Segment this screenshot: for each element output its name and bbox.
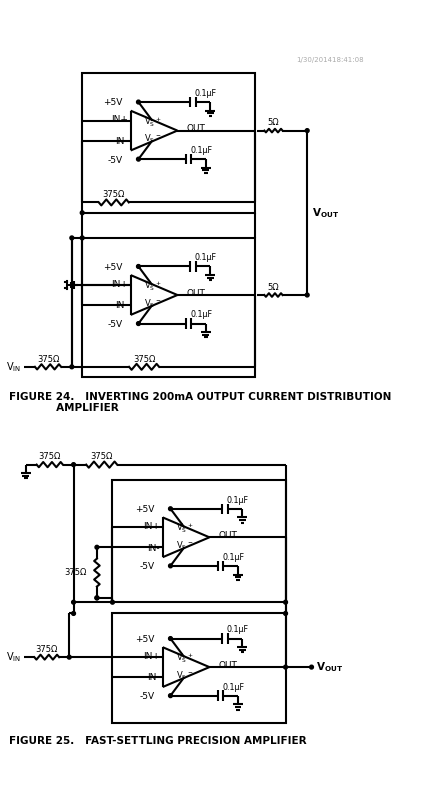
Circle shape: [284, 600, 288, 604]
Text: 375Ω: 375Ω: [133, 354, 155, 363]
Text: $\mathrm{V_{S}}^+$: $\mathrm{V_{S}}^+$: [175, 652, 193, 665]
Text: 0.1μF: 0.1μF: [190, 146, 212, 155]
Text: $\mathrm{V_{S}}^+$: $\mathrm{V_{S}}^+$: [144, 280, 161, 293]
Text: OUT: OUT: [218, 531, 237, 540]
Text: -5V: -5V: [108, 155, 123, 165]
Text: IN-: IN-: [115, 137, 128, 146]
Circle shape: [70, 236, 74, 240]
Text: +5V: +5V: [104, 263, 123, 272]
Text: IN+: IN+: [143, 522, 160, 531]
Text: 375Ω: 375Ω: [39, 452, 61, 462]
Text: 375Ω: 375Ω: [90, 452, 113, 462]
Circle shape: [169, 507, 172, 510]
Text: +5V: +5V: [135, 635, 155, 644]
Text: IN+: IN+: [111, 280, 128, 289]
Circle shape: [95, 546, 99, 549]
Text: IN-: IN-: [147, 674, 160, 682]
Text: IN-: IN-: [115, 302, 128, 310]
Circle shape: [111, 600, 114, 604]
Text: OUT: OUT: [186, 289, 205, 298]
Circle shape: [80, 236, 84, 240]
Text: 0.1μF: 0.1μF: [222, 682, 244, 691]
Text: 375Ω: 375Ω: [103, 190, 125, 199]
Circle shape: [169, 694, 172, 698]
Text: $\mathrm{V_{S}}^-$: $\mathrm{V_{S}}^-$: [176, 540, 193, 552]
Text: IN-: IN-: [147, 544, 160, 553]
Text: +5V: +5V: [135, 505, 155, 514]
Text: $\mathrm{V_{IN}}$: $\mathrm{V_{IN}}$: [6, 360, 22, 374]
Text: $\mathrm{V_{S}}^-$: $\mathrm{V_{S}}^-$: [144, 298, 161, 310]
Text: FIGURE 25.   FAST-SETTLING PRECISION AMPLIFIER: FIGURE 25. FAST-SETTLING PRECISION AMPLI…: [9, 736, 306, 746]
Text: $\mathrm{V_{S}}^-$: $\mathrm{V_{S}}^-$: [144, 133, 161, 146]
Circle shape: [95, 596, 99, 600]
Text: $\mathrm{V_{S}}^+$: $\mathrm{V_{S}}^+$: [175, 522, 193, 535]
Circle shape: [169, 564, 172, 568]
Text: 0.1μF: 0.1μF: [227, 626, 249, 634]
Text: IN+: IN+: [111, 115, 128, 124]
Text: $\mathrm{V_{S}}^+$: $\mathrm{V_{S}}^+$: [144, 115, 161, 129]
Circle shape: [284, 666, 288, 669]
Circle shape: [305, 129, 309, 133]
Text: 5Ω: 5Ω: [267, 282, 279, 292]
Circle shape: [284, 611, 288, 615]
Text: 0.1μF: 0.1μF: [195, 254, 217, 262]
Circle shape: [95, 596, 99, 600]
Text: -5V: -5V: [108, 320, 123, 329]
Text: $\mathrm{V_{IN}}$: $\mathrm{V_{IN}}$: [6, 650, 22, 664]
Circle shape: [72, 611, 75, 615]
Text: $\mathbf{V_{OUT}}$: $\mathbf{V_{OUT}}$: [311, 206, 339, 220]
Text: 375Ω: 375Ω: [36, 645, 58, 654]
Text: FIGURE 24.   INVERTING 200mA OUTPUT CURRENT DISTRIBUTION: FIGURE 24. INVERTING 200mA OUTPUT CURREN…: [9, 392, 391, 402]
Circle shape: [72, 462, 75, 466]
Circle shape: [72, 600, 75, 604]
Circle shape: [310, 666, 313, 669]
Circle shape: [169, 637, 172, 641]
Text: 0.1μF: 0.1μF: [190, 310, 212, 319]
Text: 0.1μF: 0.1μF: [195, 89, 217, 98]
Text: $\mathbf{V_{OUT}}$: $\mathbf{V_{OUT}}$: [316, 660, 343, 674]
Text: 0.1μF: 0.1μF: [222, 553, 244, 562]
Text: -5V: -5V: [140, 562, 155, 571]
Text: -5V: -5V: [140, 692, 155, 701]
Circle shape: [137, 322, 140, 326]
Text: 375Ω: 375Ω: [64, 568, 86, 577]
Circle shape: [70, 365, 74, 369]
Text: IN+: IN+: [143, 652, 160, 661]
Text: +5V: +5V: [104, 98, 123, 107]
Text: 0.1μF: 0.1μF: [227, 495, 249, 505]
Circle shape: [80, 211, 84, 214]
Text: OUT: OUT: [186, 124, 205, 134]
Text: 5Ω: 5Ω: [267, 118, 279, 127]
Circle shape: [68, 655, 71, 659]
Text: 375Ω: 375Ω: [37, 354, 59, 363]
Circle shape: [137, 100, 140, 104]
Text: OUT: OUT: [218, 661, 237, 670]
Circle shape: [305, 293, 309, 297]
Text: AMPLIFIER: AMPLIFIER: [9, 403, 118, 413]
Text: $\mathrm{V_{S}}^-$: $\mathrm{V_{S}}^-$: [176, 670, 193, 682]
Circle shape: [137, 158, 140, 161]
Circle shape: [137, 265, 140, 268]
Text: 1/30/201418:41:08: 1/30/201418:41:08: [296, 57, 363, 63]
